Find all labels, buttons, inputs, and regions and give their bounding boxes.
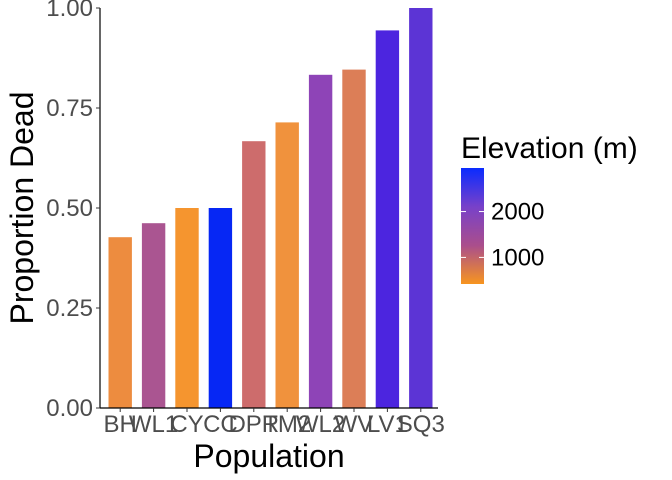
- y-tick-label: 0.00: [46, 395, 93, 422]
- bar-lv1: [375, 30, 400, 409]
- y-ticks-group: 0.00 0.25 0.50 0.75 1.00: [46, 0, 100, 422]
- y-tick-label: 0.25: [46, 295, 93, 322]
- legend-tick-label: 1000: [491, 244, 544, 271]
- x-tick-label-wl1: WL1: [129, 411, 178, 438]
- y-tick-label: 0.75: [46, 95, 93, 122]
- bar-tm2: [275, 122, 299, 409]
- bar-bh: [108, 237, 132, 408]
- legend-title: Elevation (m): [461, 132, 638, 165]
- y-axis-title: Proportion Dead: [4, 91, 40, 324]
- y-tick-label: 0.50: [46, 195, 93, 222]
- legend: Elevation (m) 1000 2000: [461, 132, 638, 284]
- legend-colorbar: [461, 168, 484, 284]
- bar-cc: [208, 208, 233, 408]
- legend-tick-label: 2000: [491, 199, 544, 226]
- x-tick-label-wv: WV: [335, 411, 374, 438]
- x-axis-title: Population: [193, 438, 344, 474]
- bar-dpr: [242, 141, 266, 408]
- x-tick-label-tm2: TM2: [263, 411, 311, 438]
- x-tick-label-wl2: WL2: [296, 411, 345, 438]
- x-tick-label-sq3: SQ3: [397, 411, 445, 438]
- y-tick-label: 1.00: [46, 0, 93, 22]
- x-tick-label-lv1: LV1: [367, 411, 408, 438]
- legend-ticks-group: 1000 2000: [461, 199, 544, 271]
- x-tick-label-cy: CY: [170, 411, 203, 438]
- bars-group: [108, 8, 433, 409]
- x-tick-label-dpr: DPR: [228, 411, 279, 438]
- bar-wl2: [308, 74, 333, 409]
- bar-wv: [342, 69, 366, 408]
- x-tick-label-bh: BH: [104, 411, 137, 438]
- bar-sq3: [409, 8, 433, 408]
- x-tick-label-cc: CC: [203, 411, 238, 438]
- bar-wl1: [141, 223, 166, 408]
- bar-cy: [175, 208, 199, 408]
